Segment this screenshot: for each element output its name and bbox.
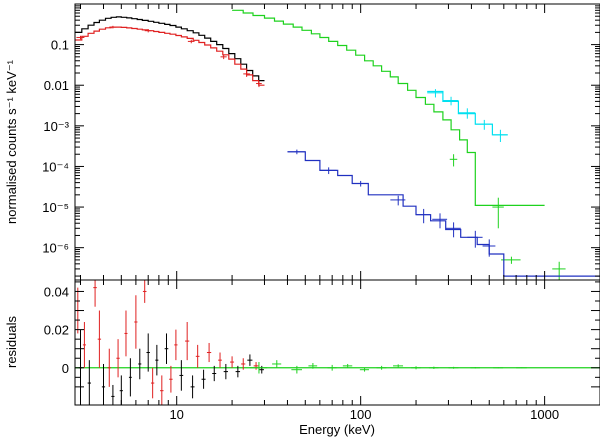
residual-point	[164, 333, 169, 364]
series-model-line	[75, 16, 265, 82]
residual-point	[259, 365, 264, 374]
data-point	[187, 39, 195, 44]
data-point	[552, 261, 566, 280]
y-tick-label: 10⁻³	[43, 119, 69, 134]
residual-point	[393, 364, 404, 368]
residual-point	[93, 280, 97, 307]
residuals-ticks: 0.04 0.02 0	[44, 281, 600, 388]
residual-point	[185, 321, 190, 361]
residual-point	[241, 358, 246, 370]
residual-point	[206, 342, 212, 363]
data-point	[492, 129, 508, 142]
residual-point	[138, 348, 142, 380]
y-tick-label: 0.1	[51, 38, 69, 53]
data-point	[416, 208, 431, 224]
residual-point	[308, 363, 318, 369]
residual-point	[291, 365, 303, 374]
residual-point	[151, 367, 155, 399]
residual-point	[201, 369, 206, 389]
spectrum-panel: 0.1 0.01 10⁻³ 10⁻⁴ 10⁻⁵ 10⁻⁶ normalised count…	[4, 3, 600, 281]
residual-y-tick-label: 0.02	[44, 323, 69, 338]
residual-point	[342, 363, 353, 368]
residual-point	[327, 364, 337, 371]
residual-point	[169, 365, 173, 393]
residual-point	[111, 384, 115, 405]
residual-point	[146, 333, 150, 372]
y-tick-label: 0.01	[44, 78, 69, 93]
residual-point	[160, 375, 164, 405]
residual-point	[493, 367, 504, 369]
series-model-line	[427, 90, 508, 136]
residual-point	[470, 367, 480, 369]
data-point	[449, 154, 458, 167]
residual-point	[97, 310, 102, 368]
residual-point	[87, 360, 91, 405]
data-point	[220, 54, 227, 60]
x-axis-label: Energy (keV)	[299, 422, 375, 437]
residual-point	[124, 310, 128, 357]
residual-point	[190, 375, 195, 399]
residual-point	[230, 356, 235, 368]
residual-point	[142, 280, 147, 303]
residual-point	[247, 354, 253, 366]
data-point	[467, 230, 483, 248]
residual-point	[179, 360, 184, 391]
residual-point	[116, 339, 120, 378]
residual-point	[516, 367, 527, 369]
data-point	[76, 35, 85, 40]
residual-point	[428, 366, 439, 369]
residuals-plot-area	[75, 280, 600, 405]
y-tick-label: 10⁻⁴	[42, 159, 69, 174]
spectrum-plot-area	[75, 9, 600, 280]
residual-y-tick-label: 0	[62, 361, 69, 376]
y-tick-label: 10⁻⁶	[42, 241, 69, 256]
data-point	[427, 89, 443, 98]
y-tick-label: 10⁻⁵	[42, 200, 69, 215]
data-point	[492, 197, 504, 229]
residual-point	[448, 366, 459, 369]
residual-point	[134, 295, 138, 349]
residual-point	[359, 367, 369, 372]
series-model-line	[75, 26, 265, 86]
residual-point	[82, 321, 86, 368]
residual-point	[155, 344, 159, 376]
residual-point	[376, 365, 387, 370]
residual-point	[212, 365, 217, 382]
spectrum-ticks: 0.1 0.01 10⁻³ 10⁻⁴ 10⁻⁵ 10⁻⁶	[42, 3, 600, 277]
series-model-line	[232, 9, 545, 206]
residual-point	[101, 363, 106, 405]
x-tick-label: 100	[350, 407, 372, 422]
residual-point	[249, 362, 268, 374]
residuals-panel-frame	[74, 279, 600, 406]
x-tick-label: 1000	[530, 407, 559, 422]
x-tick-label: 10	[169, 407, 183, 422]
x-axis-ticks: 10 100 1000	[80, 4, 600, 422]
residual-point	[174, 329, 178, 361]
residual-point	[218, 352, 222, 368]
residuals-y-axis-label: residuals	[4, 315, 19, 368]
residual-point	[107, 348, 111, 387]
residual-point	[235, 365, 241, 378]
spectrum-y-axis-label: normalised counts s⁻¹ keV⁻¹	[4, 59, 19, 224]
residual-point	[223, 363, 228, 380]
residual-point	[272, 360, 282, 368]
residual-point	[195, 344, 200, 368]
residual-point	[253, 362, 259, 370]
series-model-line	[287, 151, 600, 277]
residual-point	[128, 358, 132, 397]
residuals-panel: 0.04 0.02 0 residuals	[4, 279, 600, 406]
residual-point	[411, 366, 421, 370]
data-point	[475, 119, 493, 130]
residual-y-tick-label: 0.04	[44, 284, 69, 299]
